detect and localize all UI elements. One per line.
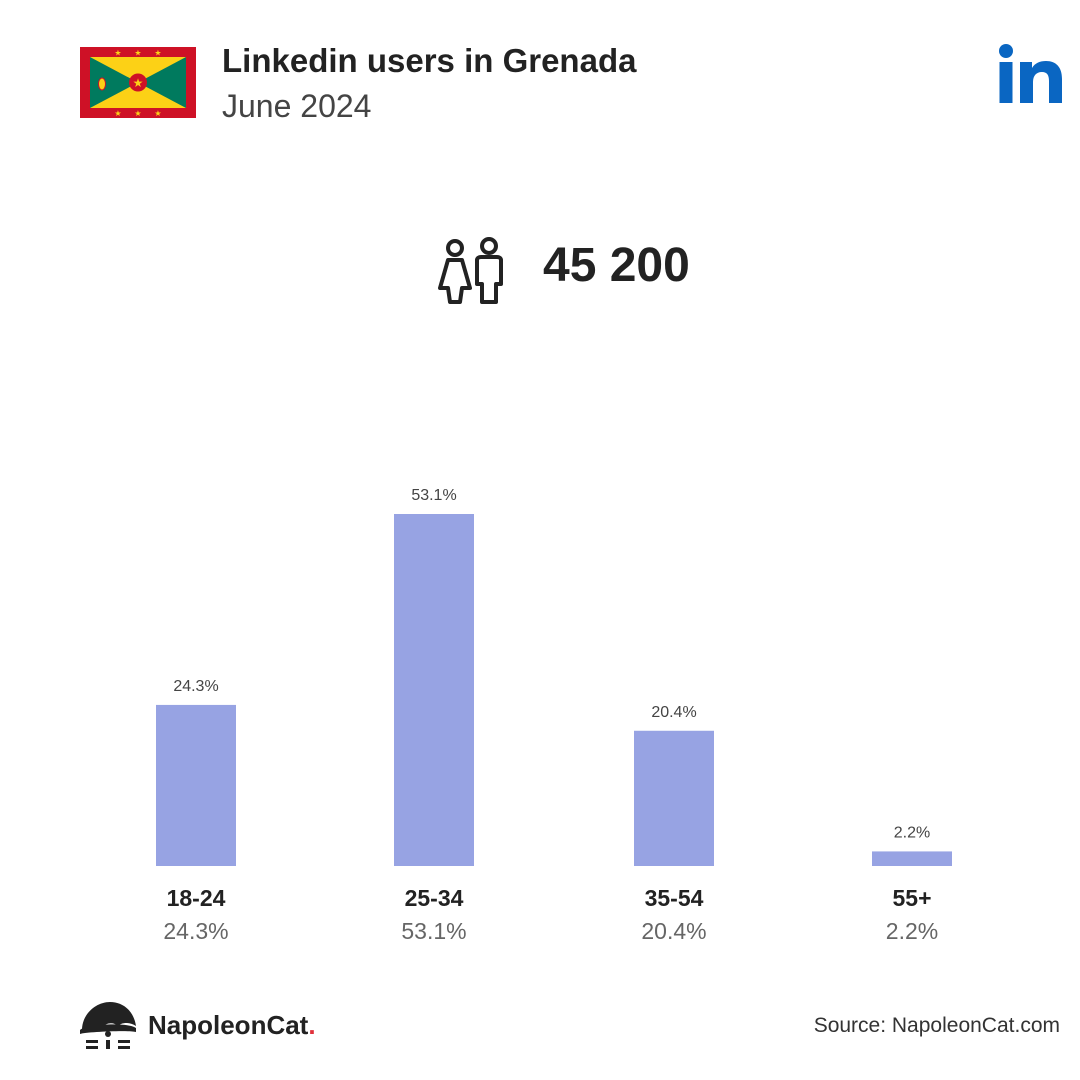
svg-text:★: ★ [133, 76, 144, 90]
category-label: 35-54 [645, 885, 704, 911]
bar-25-34 [394, 514, 474, 866]
linkedin-icon [999, 44, 1062, 103]
bar-value-label: 20.4% [651, 704, 696, 721]
bar-value-label: 24.3% [173, 678, 218, 695]
users-icon [438, 237, 503, 304]
svg-text:★: ★ [114, 109, 121, 118]
napoleoncat-logo-icon [80, 1002, 136, 1049]
bar-18-24 [156, 704, 236, 866]
category-percent: 2.2% [886, 918, 938, 944]
bar-35-54 [634, 730, 714, 866]
total-users-value: 45 200 [543, 239, 690, 292]
category-percent: 20.4% [641, 918, 706, 944]
category-label: 55+ [892, 885, 931, 911]
svg-text:★: ★ [154, 49, 161, 58]
source-text: Source: NapoleonCat.com [813, 1014, 1060, 1037]
svg-text:★: ★ [134, 109, 141, 118]
category-label: 25-34 [405, 885, 464, 911]
grenada-flag: ★ ★ ★ ★ ★ ★ ★ [80, 47, 196, 118]
page-title: Linkedin users in Grenada [222, 42, 637, 79]
svg-text:★: ★ [154, 109, 161, 118]
brand-name: NapoleonCat. [148, 1010, 316, 1040]
page-subtitle: June 2024 [222, 88, 372, 124]
category-percent: 53.1% [401, 918, 466, 944]
svg-text:★: ★ [134, 49, 141, 58]
svg-text:★: ★ [114, 49, 121, 58]
category-label: 18-24 [167, 885, 226, 911]
bar-value-label: 2.2% [894, 824, 930, 841]
bar-value-label: 53.1% [411, 487, 456, 504]
bar-55+ [872, 851, 952, 866]
category-percent: 24.3% [163, 918, 228, 944]
